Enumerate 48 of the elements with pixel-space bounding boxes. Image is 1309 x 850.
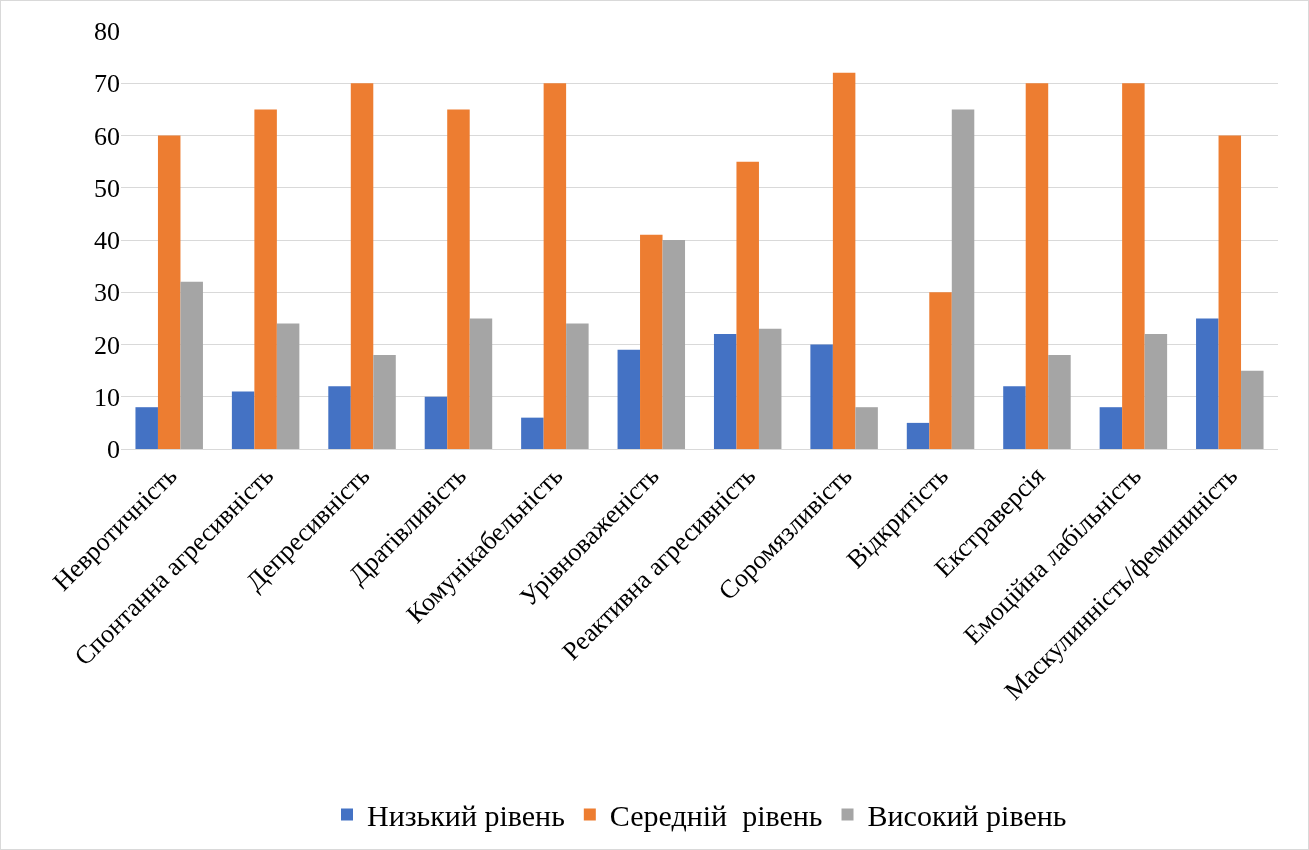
bar: [758, 328, 782, 449]
bar: [276, 323, 300, 449]
bar: [254, 109, 277, 449]
bar: [713, 334, 737, 449]
bar: [1048, 354, 1071, 449]
y-tick-label: 70: [94, 69, 120, 99]
legend-label: Середній рівень: [609, 799, 823, 833]
bar: [640, 234, 663, 449]
bar: [1122, 83, 1145, 449]
y-tick-label: 30: [94, 278, 120, 308]
legend-label: Низький рівень: [367, 799, 565, 833]
bar: [617, 349, 641, 449]
bar: [832, 72, 856, 449]
bar: [231, 391, 255, 449]
y-tick-label: 50: [94, 173, 120, 203]
bar: [447, 109, 470, 449]
bar: [328, 386, 351, 449]
bar: [1218, 135, 1242, 449]
bar: [543, 83, 567, 449]
bar: [373, 354, 396, 449]
bar: [469, 318, 493, 449]
bar: [1241, 370, 1264, 449]
y-tick-label: 10: [94, 382, 120, 412]
bar: [662, 240, 686, 449]
bar: [736, 161, 759, 449]
bar: [350, 83, 374, 449]
bar: [566, 323, 589, 449]
y-tick-label: 20: [94, 330, 120, 360]
bar: [810, 344, 833, 449]
bar: [929, 292, 952, 449]
bar: [1003, 386, 1026, 449]
bar: [135, 407, 158, 449]
y-tick-label: 80: [94, 17, 120, 47]
bar: [157, 135, 181, 449]
bar: [1144, 334, 1168, 449]
legend-label: Високий рівень: [867, 799, 1067, 833]
y-tick-label: 40: [94, 226, 120, 256]
bar: [1196, 318, 1219, 449]
y-tick-label: 60: [94, 121, 120, 151]
bar: [424, 396, 448, 449]
bar: [951, 109, 975, 449]
bar: [855, 407, 878, 449]
bar: [906, 422, 930, 449]
bar: [1099, 407, 1123, 449]
y-tick-label: 0: [107, 435, 120, 465]
bar: [180, 281, 203, 449]
bar: [1025, 83, 1049, 449]
bar: [521, 417, 544, 449]
